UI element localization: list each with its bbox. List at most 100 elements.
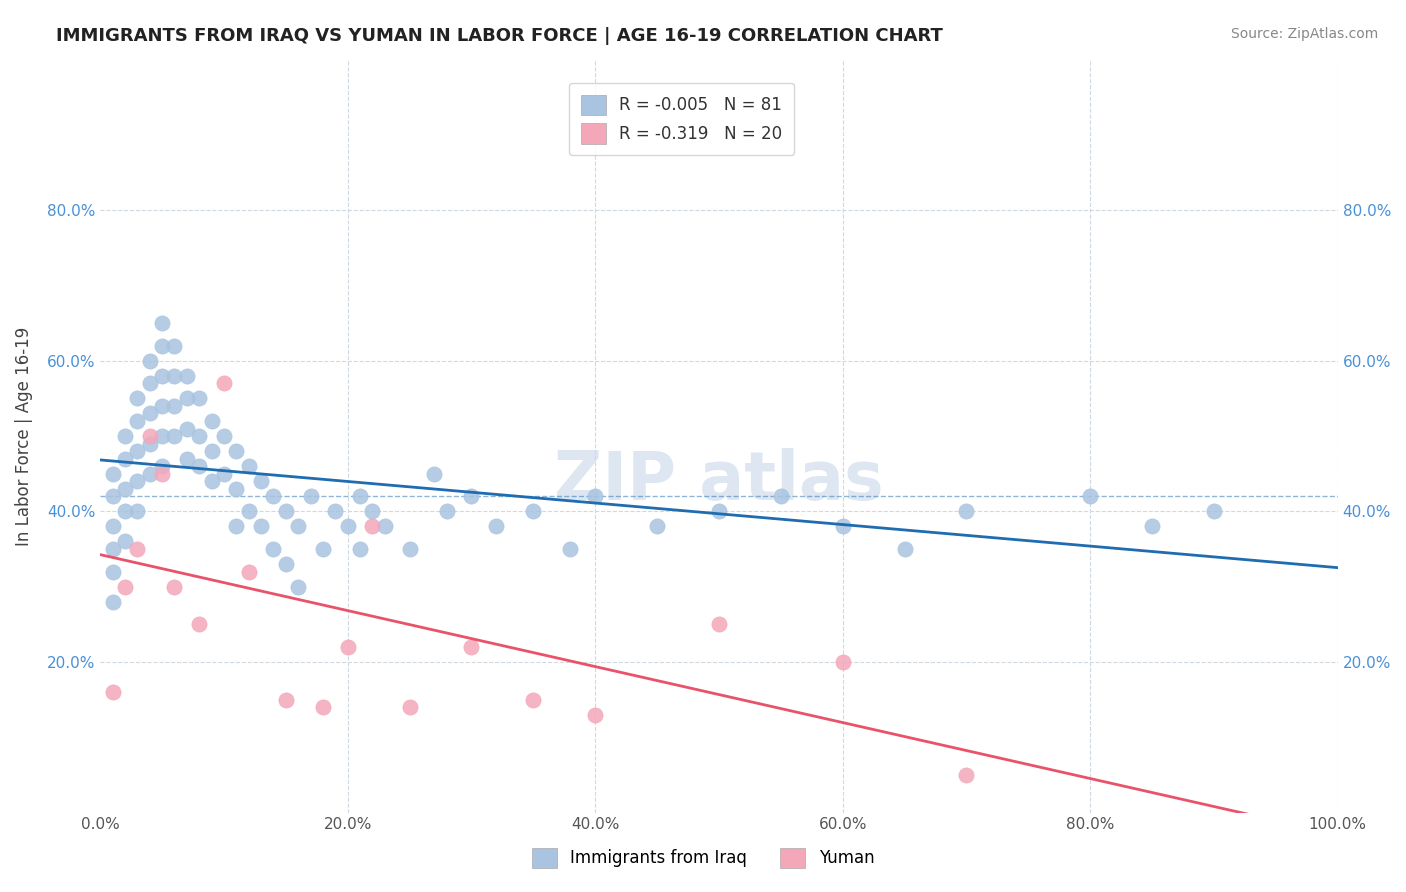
Y-axis label: In Labor Force | Age 16-19: In Labor Force | Age 16-19	[15, 326, 32, 546]
Text: ZIP atlas: ZIP atlas	[554, 449, 884, 515]
Point	[201, 475, 224, 489]
Point	[287, 580, 309, 594]
Point	[139, 407, 162, 421]
Point	[349, 541, 371, 556]
Point	[163, 368, 186, 383]
Point	[583, 489, 606, 503]
Point	[150, 399, 173, 413]
Point	[139, 429, 162, 443]
Text: Source: ZipAtlas.com: Source: ZipAtlas.com	[1230, 27, 1378, 41]
Point	[212, 429, 235, 443]
Point	[101, 541, 124, 556]
Point	[139, 467, 162, 481]
Point	[250, 475, 273, 489]
Point	[127, 504, 149, 518]
Point	[101, 489, 124, 503]
Point	[1078, 489, 1101, 503]
Point	[398, 700, 420, 714]
Point	[707, 504, 730, 518]
Point	[201, 444, 224, 458]
Point	[176, 392, 198, 406]
Point	[522, 692, 544, 706]
Point	[114, 504, 136, 518]
Point	[1202, 504, 1225, 518]
Point	[114, 429, 136, 443]
Point	[101, 519, 124, 533]
Point	[176, 421, 198, 435]
Point	[361, 504, 384, 518]
Point	[127, 444, 149, 458]
Point	[423, 467, 446, 481]
Point	[150, 429, 173, 443]
Point	[436, 504, 458, 518]
Point	[176, 368, 198, 383]
Point	[163, 339, 186, 353]
Point	[831, 655, 853, 669]
Point	[374, 519, 396, 533]
Point	[250, 519, 273, 533]
Point	[188, 617, 211, 632]
Point	[398, 541, 420, 556]
Point	[263, 489, 285, 503]
Point	[150, 316, 173, 330]
Point	[893, 541, 915, 556]
Point	[645, 519, 668, 533]
Point	[583, 707, 606, 722]
Point	[560, 541, 582, 556]
Point	[769, 489, 792, 503]
Text: IMMIGRANTS FROM IRAQ VS YUMAN IN LABOR FORCE | AGE 16-19 CORRELATION CHART: IMMIGRANTS FROM IRAQ VS YUMAN IN LABOR F…	[56, 27, 943, 45]
Point	[522, 504, 544, 518]
Point	[188, 459, 211, 474]
Point	[188, 392, 211, 406]
Point	[150, 368, 173, 383]
Point	[225, 444, 247, 458]
Point	[163, 429, 186, 443]
Point	[212, 376, 235, 391]
Point	[312, 541, 335, 556]
Point	[955, 504, 977, 518]
Point	[212, 467, 235, 481]
Point	[460, 640, 482, 654]
Point	[707, 617, 730, 632]
Point	[101, 685, 124, 699]
Point	[176, 451, 198, 466]
Point	[336, 640, 359, 654]
Point	[225, 519, 247, 533]
Point	[274, 692, 297, 706]
Point	[163, 399, 186, 413]
Point	[312, 700, 335, 714]
Legend: Immigrants from Iraq, Yuman: Immigrants from Iraq, Yuman	[524, 841, 882, 875]
Point	[361, 519, 384, 533]
Point	[139, 376, 162, 391]
Point	[150, 467, 173, 481]
Point	[225, 482, 247, 496]
Point	[127, 414, 149, 428]
Point	[139, 436, 162, 450]
Point	[325, 504, 347, 518]
Point	[955, 768, 977, 782]
Point	[201, 414, 224, 428]
Point	[336, 519, 359, 533]
Point	[831, 519, 853, 533]
Point	[460, 489, 482, 503]
Point	[150, 339, 173, 353]
Point	[101, 467, 124, 481]
Point	[238, 565, 260, 579]
Point	[485, 519, 508, 533]
Point	[114, 534, 136, 549]
Point	[263, 541, 285, 556]
Point	[114, 451, 136, 466]
Point	[238, 459, 260, 474]
Point	[127, 541, 149, 556]
Point	[127, 475, 149, 489]
Point	[150, 459, 173, 474]
Point	[287, 519, 309, 533]
Point	[238, 504, 260, 518]
Point	[101, 595, 124, 609]
Point	[139, 353, 162, 368]
Legend: R = -0.005   N = 81, R = -0.319   N = 20: R = -0.005 N = 81, R = -0.319 N = 20	[569, 83, 794, 155]
Point	[188, 429, 211, 443]
Point	[114, 580, 136, 594]
Point	[127, 392, 149, 406]
Point	[274, 557, 297, 571]
